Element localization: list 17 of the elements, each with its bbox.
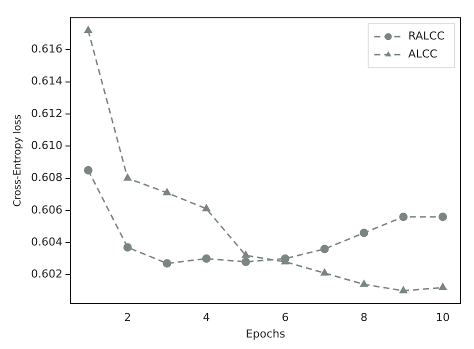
x-tick-label: 6 <box>282 311 289 324</box>
x-tick-label: 8 <box>360 311 368 324</box>
y-tick-label: 0.602 <box>30 268 62 281</box>
y-tick-label: 0.606 <box>30 203 62 216</box>
x-axis-title: Epochs <box>246 327 286 340</box>
y-tick-label: 0.608 <box>30 171 62 184</box>
x-tick-label: 4 <box>202 311 210 324</box>
x-tick-label: 10 <box>436 311 450 324</box>
y-tick-label: 0.612 <box>30 106 62 120</box>
legend-label: ALCC <box>408 47 438 60</box>
y-tick-label: 0.616 <box>30 42 62 56</box>
y-axis-title: Cross-Entropy loss <box>12 114 24 207</box>
y-tick-label: 0.610 <box>30 139 62 152</box>
legend-label: RALCC <box>408 29 445 42</box>
y-tick-label: 0.604 <box>30 235 62 248</box>
y-tick-label: 0.614 <box>30 74 62 88</box>
x-tick-label: 2 <box>124 311 132 324</box>
